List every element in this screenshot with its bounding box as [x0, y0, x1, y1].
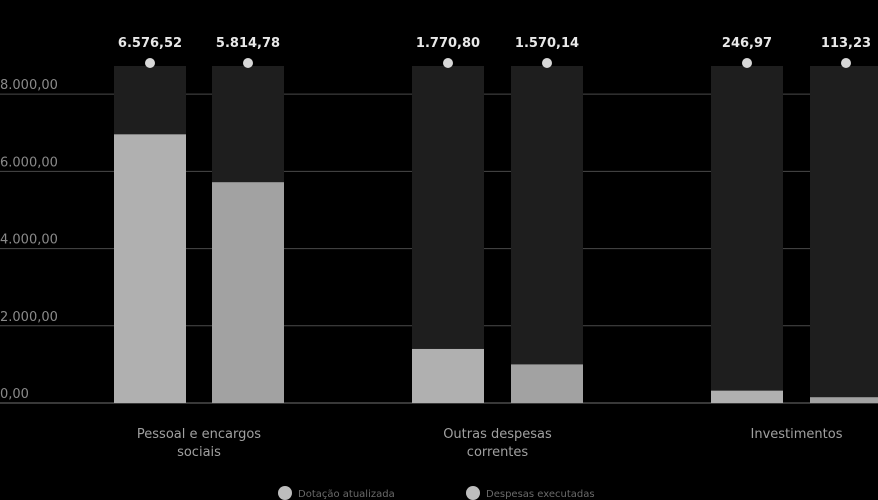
- y-tick-label: 0,00: [0, 387, 29, 402]
- legend: Dotação atualizada Despesas executadas: [278, 486, 595, 500]
- bar: [114, 134, 186, 403]
- data-label: 5.814,78: [216, 36, 280, 51]
- bar: [810, 397, 878, 403]
- value-marker: [243, 58, 253, 68]
- bar-track: [810, 66, 878, 403]
- bar: [511, 364, 583, 403]
- category-label: Pessoal e encargos: [137, 427, 261, 442]
- value-marker: [742, 58, 752, 68]
- bar: [212, 182, 284, 403]
- data-label: 6.576,52: [118, 36, 182, 51]
- value-marker: [542, 58, 552, 68]
- labels: 0,00 2.000,00 4.000,00 6.000,00 8.000,00 6.57…: [0, 36, 871, 460]
- legend-marker: [466, 486, 480, 500]
- value-markers: [145, 58, 851, 68]
- bar: [711, 390, 783, 403]
- bar-track: [511, 66, 583, 403]
- data-label: 1.770,80: [416, 36, 480, 51]
- y-tick-label: 6.000,00: [0, 155, 58, 170]
- y-tick-label: 4.000,00: [0, 233, 58, 248]
- data-label: 246,97: [722, 36, 772, 51]
- bar-tracks: [114, 66, 878, 403]
- bar-track: [711, 66, 783, 403]
- category-label: correntes: [467, 445, 529, 460]
- value-marker: [841, 58, 851, 68]
- legend-marker: [278, 486, 292, 500]
- data-label: 113,23: [821, 36, 871, 51]
- bars: [114, 134, 878, 403]
- category-label: sociais: [177, 445, 221, 460]
- value-marker: [443, 58, 453, 68]
- y-tick-label: 8.000,00: [0, 78, 58, 93]
- category-label: Outras despesas: [443, 427, 552, 442]
- category-label: Investimentos: [751, 427, 843, 442]
- bar-track: [412, 66, 484, 403]
- bar: [412, 348, 484, 403]
- data-label: 1.570,14: [515, 36, 579, 51]
- legend-label: Dotação atualizada: [298, 489, 395, 500]
- value-marker: [145, 58, 155, 68]
- legend-label: Despesas executadas: [486, 489, 595, 500]
- y-tick-label: 2.000,00: [0, 310, 58, 325]
